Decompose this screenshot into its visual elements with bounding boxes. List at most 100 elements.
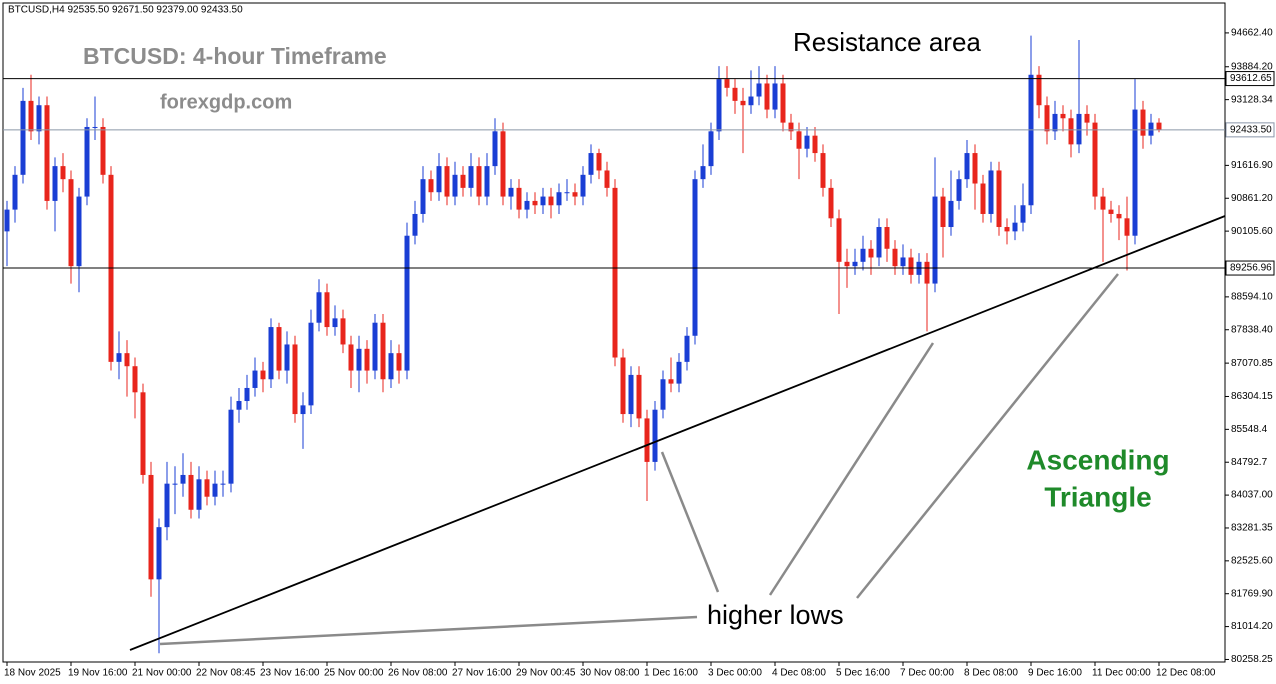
candle-body bbox=[788, 122, 794, 132]
candle-body bbox=[700, 166, 706, 180]
candle-body bbox=[20, 100, 26, 175]
candle-body bbox=[860, 248, 866, 262]
candle-body bbox=[924, 261, 930, 284]
candle-body bbox=[524, 200, 530, 210]
candle-body bbox=[420, 179, 426, 214]
candle-body bbox=[932, 196, 938, 284]
candle-body bbox=[244, 387, 250, 402]
resistance-label: Resistance area bbox=[793, 27, 981, 57]
candle-body bbox=[292, 344, 298, 415]
drawings bbox=[129, 215, 1226, 651]
x-tick-label: 30 Nov 08:00 bbox=[580, 668, 640, 679]
candle-body bbox=[236, 401, 242, 410]
candle-body bbox=[404, 235, 410, 371]
candle-body bbox=[956, 179, 962, 201]
candle-body bbox=[1036, 74, 1042, 106]
candle-body bbox=[36, 105, 42, 132]
candle-body bbox=[76, 196, 82, 267]
candle-body bbox=[308, 322, 314, 406]
candle-body bbox=[212, 483, 218, 497]
candle-body bbox=[908, 257, 914, 275]
candle-body bbox=[132, 366, 138, 393]
pointer bbox=[660, 451, 720, 593]
candle-body bbox=[460, 174, 466, 188]
candle-body bbox=[532, 200, 538, 206]
candle-body bbox=[1100, 196, 1106, 210]
x-tick-label: 29 Nov 00:45 bbox=[516, 668, 576, 679]
candle-body bbox=[428, 179, 434, 193]
candle-body bbox=[220, 483, 226, 485]
x-tick-label: 21 Nov 00:00 bbox=[132, 668, 192, 679]
level-label: 93612.65 bbox=[1230, 73, 1272, 84]
candle-body bbox=[172, 483, 178, 485]
candle-body bbox=[348, 344, 354, 371]
candle-body bbox=[892, 248, 898, 267]
candle-body bbox=[276, 327, 282, 371]
candle-body bbox=[708, 131, 714, 167]
y-tick-label: 86304.15 bbox=[1231, 391, 1273, 402]
candle-body bbox=[1028, 74, 1034, 206]
candle-body bbox=[676, 361, 682, 384]
candle-body bbox=[964, 153, 970, 180]
candle-body bbox=[572, 192, 578, 197]
y-tick-label: 87070.85 bbox=[1231, 358, 1273, 369]
candle-body bbox=[732, 87, 738, 101]
candle-body bbox=[740, 100, 746, 106]
candle-body bbox=[636, 374, 642, 419]
candle-body bbox=[372, 322, 378, 371]
candle-body bbox=[324, 292, 330, 328]
candle-body bbox=[1156, 122, 1162, 131]
candle-body bbox=[684, 335, 690, 362]
y-tick-label: 81014.20 bbox=[1231, 621, 1273, 632]
candle-body bbox=[588, 153, 594, 175]
candle-body bbox=[364, 348, 370, 371]
x-tick-label: 22 Nov 08:45 bbox=[196, 668, 256, 679]
pointer bbox=[768, 342, 935, 596]
x-tick-label: 27 Nov 16:00 bbox=[452, 668, 512, 679]
candle-body bbox=[204, 479, 210, 497]
candle-body bbox=[332, 318, 338, 328]
candle-body bbox=[252, 370, 258, 388]
pattern-label: Ascending bbox=[1026, 444, 1169, 475]
candle-body bbox=[388, 353, 394, 380]
candle-body bbox=[116, 353, 122, 362]
candle-body bbox=[596, 153, 602, 171]
pattern-label: Triangle bbox=[1044, 481, 1151, 512]
candle-body bbox=[836, 218, 842, 262]
candle-body bbox=[1004, 227, 1010, 232]
candle-body bbox=[12, 174, 18, 210]
candle-body bbox=[980, 183, 986, 214]
candle-body bbox=[628, 374, 634, 415]
candle-body bbox=[1084, 113, 1090, 123]
candle-body bbox=[228, 409, 234, 484]
candle-body bbox=[1124, 218, 1130, 236]
y-tick-label: 93884.20 bbox=[1231, 61, 1273, 72]
y-tick-label: 91616.90 bbox=[1231, 160, 1273, 171]
candle-body bbox=[796, 131, 802, 149]
candle-body bbox=[100, 126, 106, 175]
y-tick-label: 88594.10 bbox=[1231, 292, 1273, 303]
candle-body bbox=[644, 418, 650, 462]
candle-body bbox=[412, 213, 418, 236]
candle-body bbox=[180, 474, 186, 484]
candle-body bbox=[988, 170, 994, 214]
x-tick-label: 11 Dec 00:00 bbox=[1092, 668, 1151, 679]
candle-body bbox=[820, 153, 826, 188]
candle-body bbox=[164, 483, 170, 528]
level-label: 89256.96 bbox=[1230, 263, 1272, 274]
candle-body bbox=[716, 79, 722, 132]
y-tick-label: 84037.00 bbox=[1231, 490, 1273, 501]
candle-body bbox=[148, 474, 154, 580]
candle-body bbox=[804, 135, 810, 149]
candle-body bbox=[996, 170, 1002, 228]
candle-body bbox=[284, 344, 290, 371]
candle-body bbox=[812, 135, 818, 154]
x-tick-label: 9 Dec 16:00 bbox=[1028, 668, 1082, 679]
candle-body bbox=[68, 179, 74, 267]
x-tick-label: 26 Nov 08:00 bbox=[388, 668, 448, 679]
candle-body bbox=[620, 357, 626, 415]
candle-body bbox=[476, 166, 482, 197]
candle-body bbox=[604, 170, 610, 188]
y-tick-label: 90105.60 bbox=[1231, 226, 1273, 237]
